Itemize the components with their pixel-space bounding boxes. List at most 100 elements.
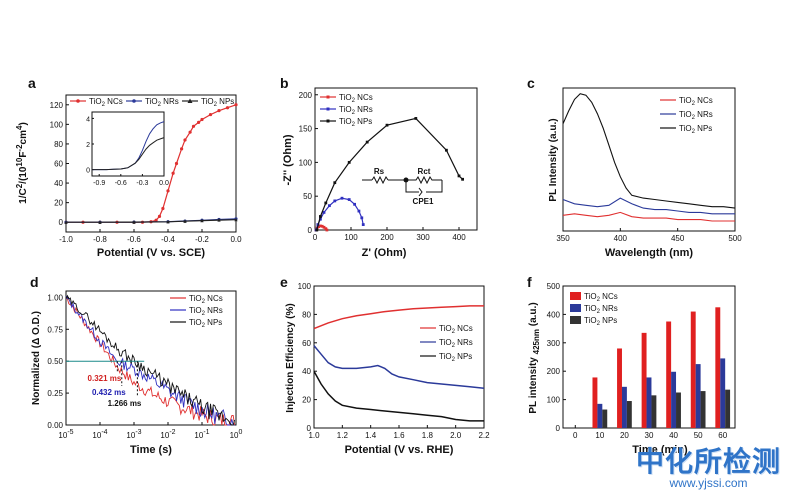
panel-a-legend-nps-label: TiO2 NPs: [201, 97, 234, 108]
panel-f-nrs-bar: [695, 364, 701, 428]
panel-a-ytick-label: 80: [54, 140, 63, 149]
panel-b-legend-nrs-label: TiO2 NRs: [339, 105, 373, 116]
panel-d-ytick-label: 0.00: [47, 421, 63, 430]
panel-f-nps-bar: [700, 391, 706, 428]
panel-a-ylabel: 1/C2/(1010F-2cm4): [15, 122, 29, 204]
panel-f-ylabel: PL intensity 425nm (a.u.): [528, 302, 541, 413]
panel-d-legend-ncs-label: TiO2 NCs: [189, 294, 223, 305]
panel-a-inset-ytick-label: 0: [86, 168, 90, 175]
panel-e-ylabel: Injection Efficiency (%): [285, 303, 296, 412]
panel-a-xtick-label: -1.0: [59, 235, 73, 244]
panel-a-legend-nrs-label: TiO2 NRs: [145, 97, 179, 108]
panel-b-ncs-point: [325, 228, 329, 232]
panel-b-xtick-label: 100: [344, 233, 358, 242]
panel-a-inset-line-1: [92, 137, 165, 171]
panel-b-xlabel: Z' (Ohm): [362, 247, 407, 259]
panel-b-frame: [314, 87, 478, 231]
panel-f-nrs-bar: [621, 386, 627, 428]
panel-d-annotation: 1.266 ms: [108, 399, 142, 408]
panel-d-nrs-trace: [65, 295, 235, 426]
panel-f-ytick-label: 0: [556, 424, 561, 433]
panel-b-nrs-point: [347, 198, 351, 201]
panel-f-nps-bar: [626, 401, 632, 428]
panel-a-nps-point: [132, 220, 136, 224]
panel-a-ncs-point: [171, 171, 175, 175]
panel-a-nps-point: [234, 217, 238, 222]
panel-c-xtick-label: 400: [614, 234, 628, 243]
panel-d-xtick-label: 100: [230, 429, 243, 440]
panel-b-ytick-label: 150: [299, 125, 313, 134]
panel-f-ncs-bar: [592, 377, 598, 428]
panel-d-annotation: 0.321 ms: [88, 374, 122, 383]
panel-b-nps-point: [324, 201, 328, 205]
panel-b-ncs-point: [319, 224, 322, 228]
panel-e-ncs-line: [313, 305, 484, 330]
panel-b-nrs-point: [319, 217, 322, 221]
panel-e-xtick-label: 1.8: [422, 431, 434, 440]
panel-c-nps-line: [562, 93, 736, 209]
panel-a-nps-line: [66, 219, 237, 223]
panel-a-ytick-label: 40: [54, 179, 63, 188]
panel-f-legend-ncs-label: TiO2 NCs: [584, 292, 618, 303]
panel-e-letter: e: [280, 274, 288, 290]
panel-a-ncs-point: [217, 109, 221, 113]
panel-f-nps-bar: [725, 389, 731, 428]
panel-f-xlabel: Time (min): [632, 444, 688, 456]
panel-b-xtick-label: 300: [416, 233, 430, 242]
panel-e-ytick-label: 100: [298, 282, 312, 291]
panel-a-xtick-label: 0.0: [230, 235, 242, 244]
panel-b-nrs-point: [322, 211, 326, 214]
panel-d-legend-nps-label: TiO2 NPs: [189, 318, 222, 329]
panel-f-xtick-label: 50: [694, 431, 703, 440]
panel-d-nps-trace: [65, 294, 236, 426]
panel-c-ylabel: PL Intensity (a.u.): [548, 118, 559, 201]
panel-a-ytick-label: 20: [54, 199, 63, 208]
panel-a-inset-frame: [91, 111, 165, 177]
panel-e-nrs-line: [313, 345, 485, 389]
panel-b-legend-ncs-marker: [326, 95, 330, 99]
panel-f-legend-nps-label: TiO2 NPs: [584, 316, 617, 327]
panel-a-inset-ytick-label: 4: [86, 116, 90, 123]
panel-f-legend-nrs-label: TiO2 NRs: [584, 304, 618, 315]
panel-b-legend-ncs-label: TiO2 NCs: [339, 93, 373, 104]
panel-b-nps-point: [414, 117, 418, 120]
panel-f-xtick-label: 60: [718, 431, 727, 440]
panel-c-letter: c: [527, 75, 535, 91]
panel-d-legend-nrs-label: TiO2 NRs: [189, 306, 223, 317]
panel-b-circuit-rs-label: Rs: [374, 167, 385, 176]
panel-b-nps-point: [347, 160, 351, 164]
panel-d-frame: [65, 290, 237, 426]
panel-b-ytick-label: 200: [299, 91, 313, 100]
panel-f-ncs-bar: [641, 332, 647, 428]
panel-a-xlabel: Potential (V vs. SCE): [97, 247, 206, 259]
panel-b-circuit-wire: [426, 180, 443, 193]
watermark-title: 中化所检测: [635, 445, 781, 478]
panel-d-xlabel: Time (s): [130, 444, 172, 456]
panel-a-ncs-point: [157, 214, 162, 218]
panel-a-ncs-point: [166, 189, 170, 193]
panel-b-nrs-point: [333, 199, 337, 203]
panel-f-legend-nps-swatch: [570, 316, 581, 324]
panel-a-ytick-label: 60: [54, 160, 63, 169]
panel-d-ylabel: Normalized (Δ O.D.): [31, 311, 42, 405]
panel-a-inset-xtick-label: 0.0: [159, 180, 169, 187]
panel-f-ncs-bar: [617, 348, 622, 428]
panel-b-ncs-point: [320, 224, 324, 228]
panel-e-xtick-label: 1.0: [308, 431, 320, 440]
panel-b-nps-point: [445, 148, 448, 152]
panel-a-ncs-point: [234, 103, 238, 107]
panel-e-ytick-label: 0: [307, 424, 312, 433]
panel-c-legend-nrs-label: TiO2 NRs: [679, 110, 713, 121]
panel-a-ncs-point: [154, 218, 158, 222]
panel-b-ncs-point: [317, 225, 320, 229]
panel-f-ncs-bar: [666, 321, 672, 428]
panel-b-nps-point: [385, 123, 389, 127]
panel-f-letter: f: [527, 274, 532, 290]
panel-b-circuit-rs-resistor: [371, 175, 389, 185]
panel-a-legend-ncs-marker: [76, 99, 80, 103]
panel-a-xtick-label: -0.2: [195, 235, 209, 244]
panel-a-legend-nps-marker: [187, 98, 193, 103]
panel-c-xtick-label: 450: [671, 234, 685, 243]
panel-b-nps-point: [461, 177, 464, 181]
panel-a-ncs-point: [174, 161, 179, 166]
